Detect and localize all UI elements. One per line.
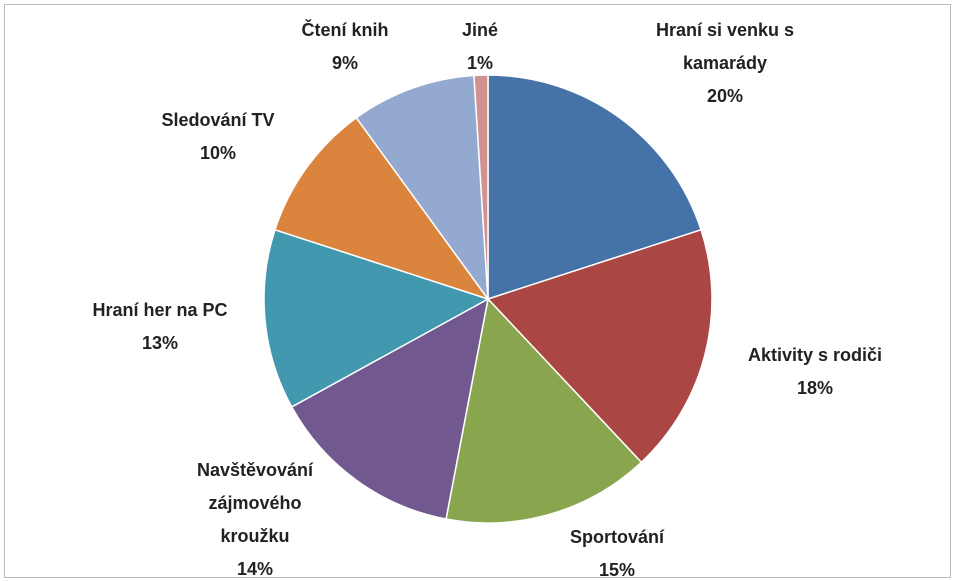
percent-label: 1% (466, 53, 493, 73)
data-label: Jiné 1% (430, 14, 530, 80)
category-label: Hraní her na PC (92, 300, 228, 320)
percent-label: 14% (236, 559, 274, 579)
pie-slice (487, 74, 702, 301)
category-label: Aktivity s rodiči (747, 345, 883, 365)
data-label: Sportování 15% (517, 521, 717, 581)
percent-label: 18% (796, 378, 834, 398)
pie-slice (486, 228, 713, 464)
data-label: Sledování TV 10% (118, 104, 318, 170)
pie-slice (355, 74, 489, 302)
percent-label: 13% (141, 333, 179, 353)
data-label: Hraní her na PC 13% (60, 294, 260, 360)
pie-slice (445, 297, 643, 524)
pie-slice (290, 297, 490, 520)
category-label: Jiné (461, 20, 499, 40)
percent-label: 10% (199, 143, 237, 163)
pie-slice (274, 116, 490, 301)
category-label: Navštěvování zájmového kroužku (196, 460, 314, 546)
category-label: Hraní si venku s kamarády (655, 20, 795, 73)
data-label: Aktivity s rodiči 18% (715, 339, 915, 405)
data-label: Čtení knih 9% (245, 14, 445, 80)
category-label: Sportování (569, 527, 664, 547)
percent-label: 9% (331, 53, 358, 73)
chart-frame (4, 4, 951, 578)
category-label: Sledování TV (161, 110, 275, 130)
data-label: Navštěvování zájmového kroužku 14% (180, 454, 330, 581)
data-label: Hraní si venku s kamarády 20% (635, 14, 815, 113)
percent-label: 20% (706, 86, 744, 106)
category-label: Čtení knih (301, 20, 389, 40)
percent-label: 15% (598, 560, 636, 580)
pie-slice (263, 228, 490, 408)
pie-slice (473, 74, 489, 300)
